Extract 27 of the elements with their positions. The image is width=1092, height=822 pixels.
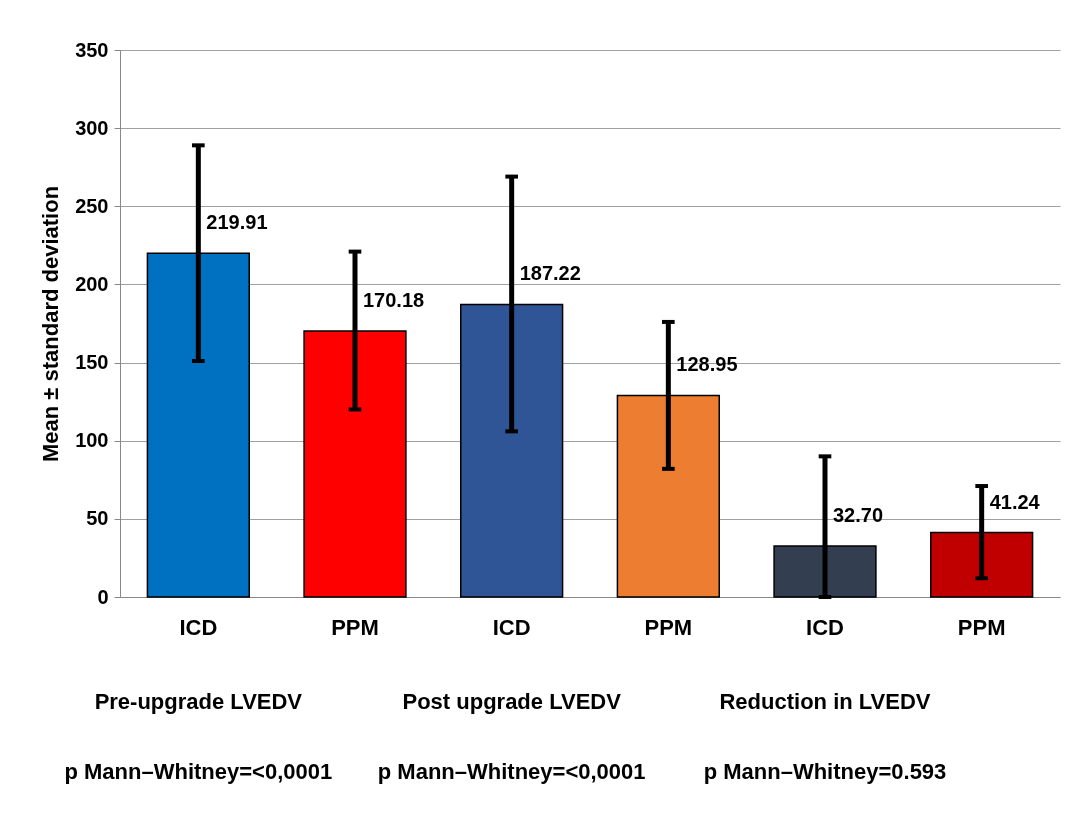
data-label: 170.18	[363, 289, 425, 312]
x-tick-label: ICD	[492, 614, 531, 640]
data-label: 128.95	[676, 353, 738, 376]
y-tick-label: 0	[97, 585, 109, 608]
data-label: 32.70	[833, 503, 884, 526]
text: Reduction in LVEDV	[719, 689, 931, 714]
data-label: 41.24	[989, 490, 1041, 513]
x-tick-label: PPM	[644, 614, 693, 640]
x-tick-label: PPM	[957, 614, 1006, 640]
y-tick-label: 300	[75, 116, 109, 139]
y-tick-label: 200	[75, 272, 109, 295]
y-tick-label: 350	[75, 38, 109, 61]
x-tick-label: ICD	[806, 614, 844, 640]
text: p Mann–Whitney=0.593	[703, 759, 947, 784]
y-tick-label: 50	[86, 507, 109, 530]
y-axis-title: Mean ± standard deviation	[38, 185, 64, 463]
x-tick-label: ICD	[179, 614, 218, 640]
text: p Mann–Whitney=<0,0001	[64, 759, 333, 784]
y-tick-label: 150	[75, 351, 109, 374]
text: Post upgrade LVEDV	[402, 689, 622, 714]
y-tick-label: 250	[75, 194, 109, 217]
data-label: 187.22	[519, 262, 581, 285]
text: p Mann–Whitney=<0,0001	[377, 759, 646, 784]
text: Pre-upgrade LVEDV	[94, 689, 303, 714]
y-tick-label: 100	[75, 429, 109, 452]
data-label: 219.91	[206, 211, 268, 234]
x-tick-label: PPM	[331, 614, 379, 640]
